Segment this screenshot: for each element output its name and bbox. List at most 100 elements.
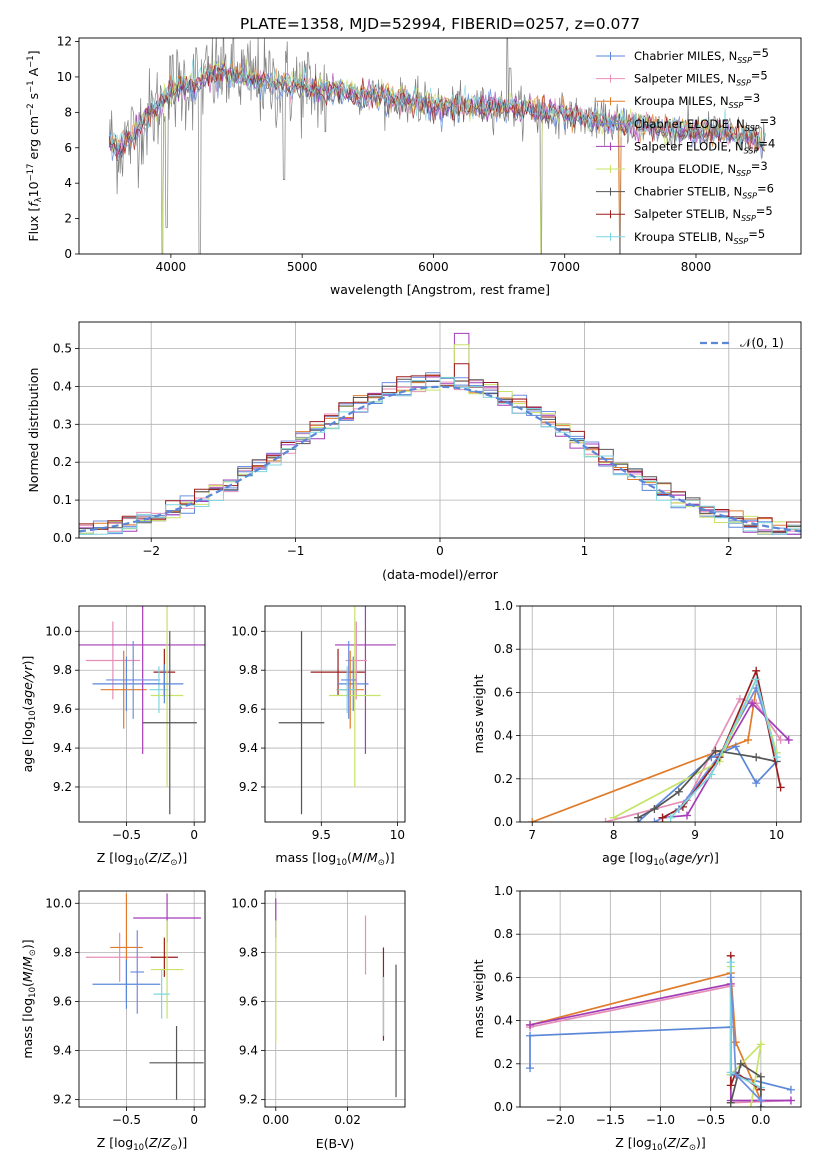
plot-area (278, 606, 396, 815)
weight-marker (731, 1038, 740, 1047)
y-tick-label: 9.2 (239, 780, 258, 794)
label-part: / (20, 966, 35, 971)
x-tick-label: 8000 (681, 260, 712, 274)
x-tick-label: −0.5 (112, 1113, 141, 1127)
legend-text: =3 (760, 114, 777, 128)
y-tick-label: 2 (64, 212, 72, 226)
axes-frame (264, 605, 406, 823)
weight-marker (666, 813, 675, 822)
y-axis-label: Normed distribution (26, 368, 41, 493)
x-tick-label: 2 (725, 544, 733, 558)
x-tick-label: 0.0 (751, 1113, 770, 1127)
plot-area (526, 951, 795, 1107)
label-part: M (20, 956, 35, 967)
y-tick-label: 9.8 (53, 663, 72, 677)
model-spectrum-line (108, 61, 765, 254)
y-tick-label: 0.3 (53, 417, 72, 431)
figure-title: PLATE=1358, MJD=52994, FIBERID=0257, z=0… (240, 15, 640, 33)
y-tick-label: 1.0 (494, 599, 513, 613)
legend-sub: SSP (736, 169, 751, 178)
legend-text: Chabrier ELODIE, N (634, 117, 745, 131)
label-part: )] (385, 850, 395, 865)
y-tick-label: 0.0 (494, 1100, 513, 1114)
x-axis-label: Z [log10(Z/Z⊙)] (97, 850, 187, 868)
y-tick-label: 0.5 (53, 342, 72, 356)
x-tick-label: 9 (691, 828, 699, 842)
y-tick-label: 9.6 (53, 702, 72, 716)
x-tick-label: 0.02 (334, 1113, 361, 1127)
label-part: −17 (26, 163, 36, 181)
y-tick-label: 9.6 (53, 994, 72, 1008)
label-part: / (158, 1135, 163, 1150)
weight-series-line (637, 749, 777, 819)
label-part: λ (34, 197, 44, 202)
x-axis-label: age [log10(age/yr)] (602, 850, 719, 868)
label-part: s (26, 93, 41, 104)
weight-marker (776, 735, 785, 744)
x-tick-label: −0.5 (696, 1113, 725, 1127)
axes-frame (519, 605, 802, 823)
weight-marker (726, 973, 735, 982)
x-tick-label: 1 (581, 544, 589, 558)
label-part: 10 (133, 1143, 144, 1153)
legend-label: Chabrier MILES, NSSP=5 (634, 46, 769, 65)
label-part: Z (679, 1135, 689, 1150)
label-part: ( (20, 982, 35, 987)
histogram-series (79, 344, 801, 535)
weight-series-line (662, 667, 782, 819)
label-part: 10 (28, 987, 38, 998)
legend-text: =3 (751, 159, 768, 173)
plot-area (79, 332, 801, 535)
weight-marker (784, 735, 793, 744)
legend-sub: SSP (741, 214, 756, 223)
weight-marker (711, 746, 720, 755)
weight-marker (726, 958, 735, 967)
y-axis-label: mass [log10(M/M⊙)] (20, 939, 38, 1058)
y-tick-label: 6 (64, 141, 72, 155)
weight-marker (650, 805, 659, 814)
model-spectrum-line (108, 66, 765, 158)
y-tick-label: 9.6 (239, 994, 258, 1008)
label-part: f (26, 201, 41, 207)
chart-z-mass: −0.5 09.29.49.69.810.0Z [log10(Z/Z⊙)]mass… (20, 890, 206, 1153)
y-tick-label: 0.2 (53, 455, 72, 469)
weight-marker (776, 783, 785, 792)
x-tick-label: 8 (610, 828, 618, 842)
axes-frame (78, 605, 206, 823)
weight-marker (726, 1098, 735, 1107)
label-part: age/yr (20, 665, 35, 706)
weight-series-line (729, 1062, 762, 1107)
legend-label: 𝒩(0, 1) (740, 336, 784, 350)
x-tick-label: 0.00 (262, 1113, 289, 1127)
label-part: −1 (26, 55, 36, 68)
label-part: M (367, 850, 378, 865)
legend-label: Salpeter STELIB, NSSP=5 (634, 204, 773, 223)
y-tick-label: 9.8 (239, 945, 258, 959)
x-tick-label: 10 (390, 828, 405, 842)
y-tick-label: 1.0 (494, 884, 513, 898)
x-tick-label: −0.5 (112, 828, 141, 842)
y-tick-label: 9.2 (239, 1093, 258, 1107)
weight-marker (752, 753, 761, 762)
legend-text: =5 (756, 204, 773, 218)
y-tick-label: 0 (64, 247, 72, 261)
legend-text: Kroupa STELIB, N (634, 230, 734, 244)
legend-sub: SSP (737, 56, 752, 65)
chart-z-weight: −2.0 −1.5 −1.0 −0.5 0.0 0.0 0.2 0.4 0.6 0.8 1.0 Z [… (471, 884, 802, 1153)
label-part: / (158, 850, 163, 865)
label-part: Flux [ (26, 207, 41, 242)
label-part: ( (20, 705, 35, 710)
weight-marker (707, 770, 716, 779)
x-tick-label: −1 (287, 544, 305, 558)
x-tick-label: 4000 (156, 260, 187, 274)
x-tick-label: 5000 (287, 260, 318, 274)
label-part: Z (148, 1135, 158, 1150)
legend-label: Kroupa ELODIE, NSSP=3 (634, 159, 768, 178)
label-part: Z (666, 1135, 676, 1150)
weight-marker (735, 694, 744, 703)
x-tick-label: −2.0 (546, 1113, 575, 1127)
x-axis-label: Z [log10(Z/Z⊙)] (615, 1135, 705, 1153)
label-part: Z [log (97, 1135, 133, 1150)
y-tick-label: 9.8 (239, 663, 258, 677)
